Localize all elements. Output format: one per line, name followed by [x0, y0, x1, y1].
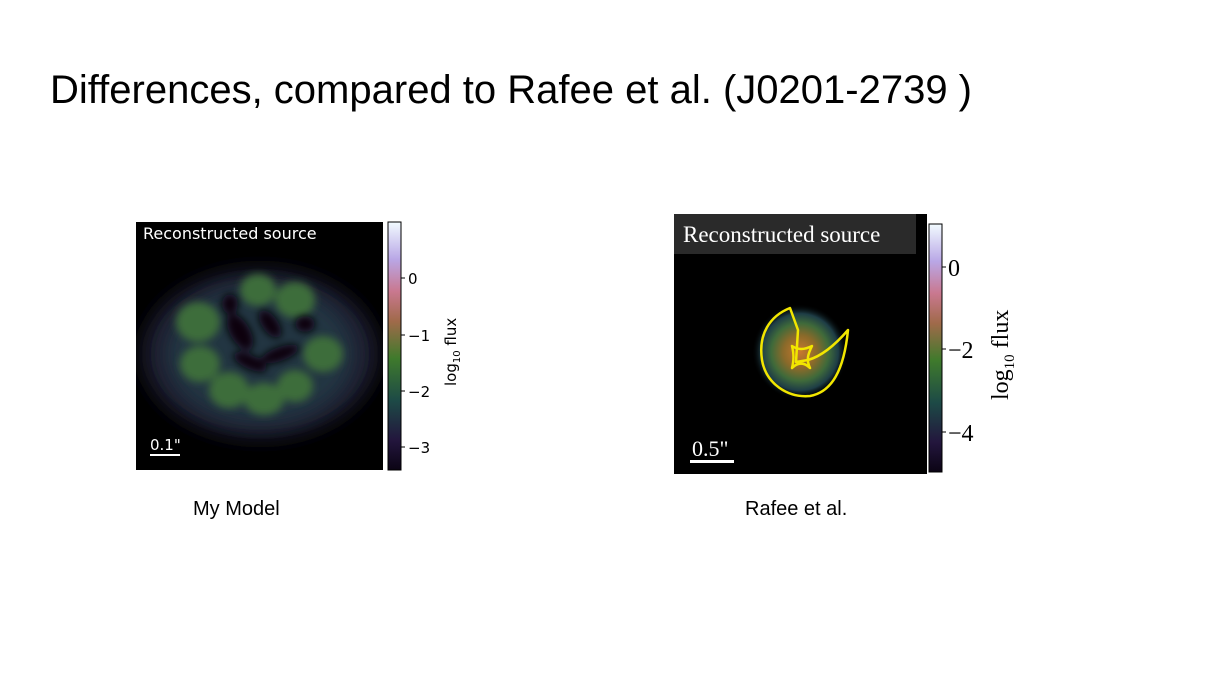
scale-bar-label: 0.5" — [692, 436, 728, 461]
panel-label-box — [674, 214, 916, 254]
slide-title: Differences, compared to Rafee et al. (J… — [50, 68, 972, 112]
colorbar-tick-label: 0 — [408, 270, 418, 288]
colorbar-tick-label: −3 — [408, 439, 430, 457]
colorbar-tick-label: 0 — [948, 256, 960, 282]
colorbar-ticks — [942, 266, 946, 433]
colorbar-tick-label: −4 — [948, 421, 974, 447]
right-source-svg: Reconstructed source 0.5" 0 −2 −4 log10 … — [674, 214, 1018, 474]
colorbar-axis-label: log10 flux — [442, 318, 463, 386]
colorbar-tick-label: −2 — [408, 383, 430, 401]
right-caption: Rafee et al. — [745, 498, 848, 520]
reconstructed-source-emission — [142, 269, 378, 439]
left-source-figure: Reconstructed source 0.1" 0 −1 −2 −3 log… — [130, 214, 470, 476]
reconstructed-source-emission — [752, 304, 848, 400]
panel-label: Reconstructed source — [683, 222, 880, 247]
colorbar — [928, 223, 943, 473]
scale-bar — [690, 460, 734, 463]
caustic-curves — [759, 306, 850, 398]
left-caption: My Model — [193, 498, 280, 520]
panel-label-box — [136, 222, 336, 248]
panel-label: Reconstructed source — [143, 224, 317, 243]
colorbar-ticks — [401, 277, 405, 448]
colorbar-axis-label: log10 flux — [988, 310, 1018, 400]
scale-bar-label: 0.1" — [150, 436, 181, 454]
colorbar — [387, 221, 402, 471]
scale-bar — [150, 454, 180, 456]
colorbar-tick-label: −1 — [408, 327, 430, 345]
right-source-figure: Reconstructed source 0.5" 0 −2 −4 log10 … — [672, 212, 1052, 478]
left-source-svg: Reconstructed source 0.1" 0 −1 −2 −3 log… — [136, 221, 463, 471]
colorbar-tick-label: −2 — [948, 338, 974, 364]
